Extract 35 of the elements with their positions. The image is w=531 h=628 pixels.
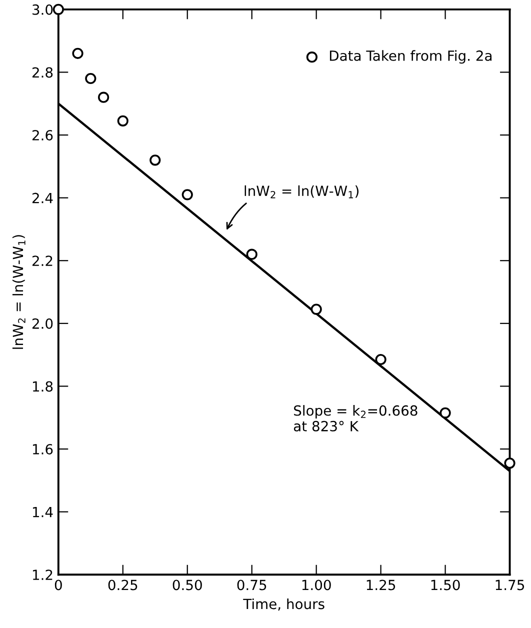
y-tick-label: 1.8 (32, 381, 53, 392)
y-axis-title: lnW$_{2}$ = ln(W-W$_{1}$) (12, 235, 26, 349)
point (246, 248, 258, 260)
y-tick-label: 2.0 (32, 318, 53, 329)
y-tick-label: 1.4 (32, 506, 53, 518)
x-tick-label: 0.75 (237, 580, 266, 590)
point (182, 189, 193, 200)
x-tick-label: 1.50 (431, 580, 460, 590)
y-tick-label: 2.4 (32, 192, 53, 204)
y-tick-label: 3.0 (32, 4, 53, 15)
y-tick-label: 1.6 (32, 444, 53, 454)
point (98, 92, 110, 103)
annotation: Slope = k$_{2}$=0.668 at 823° K (294, 405, 418, 432)
point (440, 407, 451, 418)
annotation: lnW$_{2}$ = ln(W-W$_{1}$) (244, 185, 359, 198)
x-tick-label: 1.00 (302, 580, 331, 590)
x-tick-label: 0 (54, 580, 62, 590)
point (85, 72, 96, 84)
point (52, 4, 64, 15)
y-tick-label: 2.8 (32, 67, 53, 78)
point (310, 304, 322, 315)
x-tick-label: 1.75 (496, 580, 524, 590)
x-tick-label: 0.25 (108, 580, 138, 590)
point (117, 115, 128, 126)
point (375, 354, 386, 366)
x-tick-label: 1.25 (366, 580, 396, 590)
point (150, 154, 161, 166)
x-tick-label: 0.50 (172, 580, 202, 590)
y-tick-label: 2.2 (32, 256, 52, 266)
x-axis-title: Time, hours (243, 598, 324, 611)
y-tick-label: 1.2 (32, 570, 52, 580)
legend-label: Data Taken from Fig. 2a (330, 50, 492, 64)
point (504, 458, 516, 469)
point (72, 48, 84, 59)
y-tick-label: 2.6 (32, 130, 53, 140)
